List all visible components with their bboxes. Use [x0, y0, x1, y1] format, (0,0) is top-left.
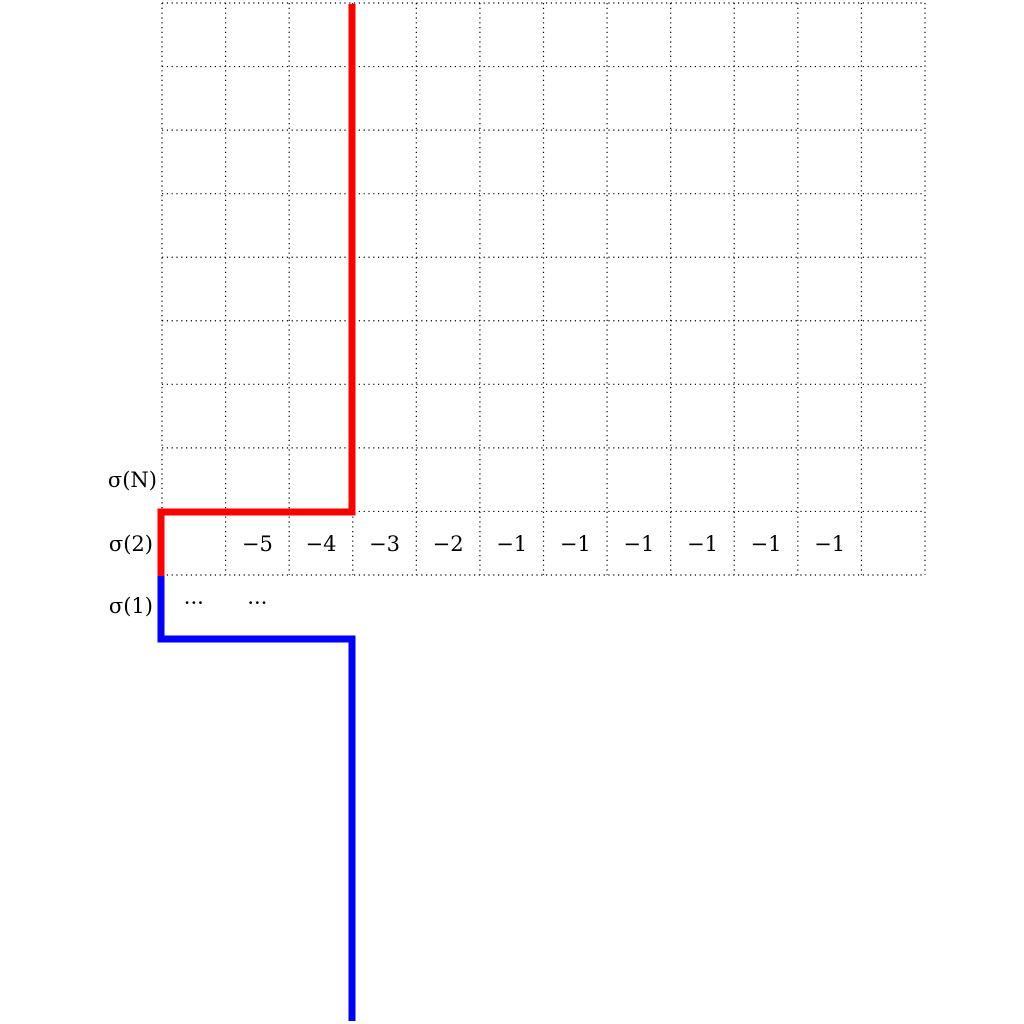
- upper-lattice-path: [157, 4, 356, 576]
- sigma-2-value: −5: [242, 532, 273, 556]
- sigma-1-ellipsis: ···: [184, 591, 204, 615]
- dotted-grid: [161, 2, 926, 576]
- sigma-2-value: −1: [814, 532, 845, 556]
- sigma-2-value: −1: [496, 532, 527, 556]
- sigma-2-value: −1: [687, 532, 718, 556]
- sigma-2-value: −2: [433, 532, 464, 556]
- sigma-2-value: −1: [560, 532, 591, 556]
- row-label-sigma-1: σ(1): [109, 594, 153, 618]
- sigma-2-row-values: −5 −4 −3 −2 −1 −1 −1 −1 −1 −1: [242, 532, 845, 556]
- row-label-sigma-2: σ(2): [109, 532, 153, 556]
- sigma-2-value: −1: [623, 532, 654, 556]
- sigma-1-ellipsis: ···: [247, 591, 267, 615]
- sigma-1-row-values: ··· ···: [184, 591, 268, 615]
- sigma-2-value: −1: [751, 532, 782, 556]
- row-label-sigma-N: σ(N): [108, 468, 157, 492]
- sigma-2-value: −3: [369, 532, 400, 556]
- lower-lattice-path: [157, 576, 356, 1021]
- sigma-2-value: −4: [306, 532, 337, 556]
